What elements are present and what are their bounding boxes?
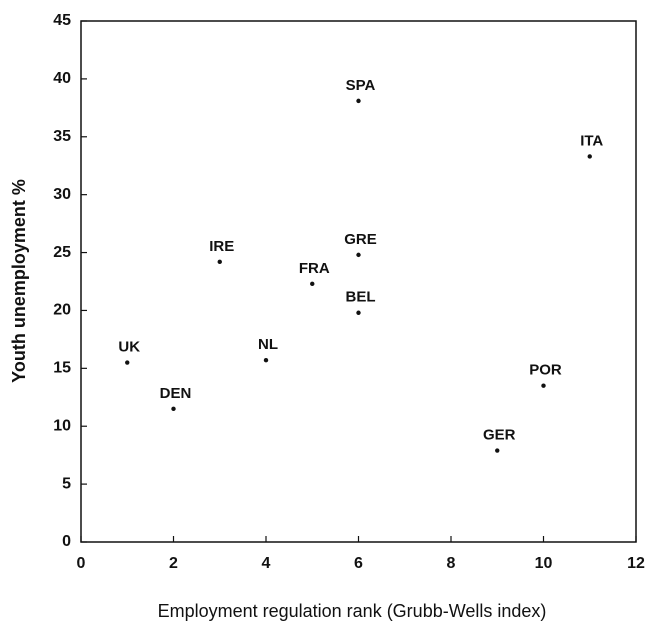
- y-tick-label: 0: [62, 533, 71, 550]
- point-label: NL: [258, 336, 278, 353]
- y-axis-label: Youth unemployment %: [9, 179, 29, 383]
- x-tick-label: 0: [77, 555, 86, 572]
- point: [356, 252, 361, 258]
- point-label: GER: [483, 427, 516, 444]
- point: [495, 448, 500, 453]
- y-tick-label: 5: [62, 475, 71, 492]
- x-tick-label: 4: [262, 555, 271, 572]
- y-tick-label: 15: [53, 360, 71, 377]
- point-label: IRE: [209, 238, 234, 255]
- x-axis-label: Employment regulation rank (Grubb-Wells …: [158, 601, 547, 621]
- point-label: UK: [118, 339, 140, 356]
- x-tick-label: 6: [354, 555, 363, 572]
- point: [356, 310, 361, 315]
- point: [587, 154, 592, 159]
- point-label: SPA: [346, 77, 376, 94]
- y-tick-label: 45: [53, 12, 71, 29]
- x-tick-label: 10: [535, 555, 553, 572]
- point: [541, 383, 546, 388]
- x-tick-label: 12: [627, 555, 645, 572]
- x-tick-label: 8: [447, 555, 456, 572]
- y-tick-label: 10: [53, 417, 71, 434]
- point-label: POR: [529, 362, 562, 379]
- y-tick-label: 35: [53, 128, 71, 145]
- point-label: FRA: [299, 260, 330, 277]
- point: [356, 98, 361, 104]
- y-tick-label: 40: [53, 70, 71, 87]
- x-tick-label: 2: [169, 555, 178, 572]
- point: [217, 259, 222, 265]
- point: [125, 360, 130, 365]
- point-label: ITA: [580, 132, 603, 149]
- point-label: DEN: [160, 385, 192, 402]
- point: [310, 281, 315, 287]
- y-tick-label: 30: [53, 186, 71, 203]
- point: [263, 358, 269, 363]
- point-label: GRE: [344, 231, 377, 248]
- y-tick-label: 20: [53, 302, 71, 319]
- y-tick-label: 25: [53, 244, 71, 261]
- point-label: BEL: [346, 289, 376, 306]
- point: [171, 406, 176, 412]
